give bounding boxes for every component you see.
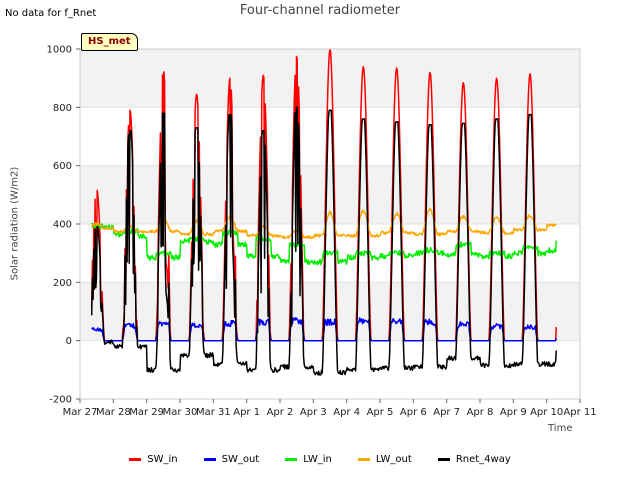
x-tick-label: Mar 30 <box>163 407 198 418</box>
y-tick-label: 400 <box>53 220 72 231</box>
x-tick-label: Apr 10 <box>530 407 563 418</box>
y-tick-label: -200 <box>49 395 72 406</box>
x-tick-label: Apr 5 <box>367 407 394 418</box>
legend-label-lw-out: LW_out <box>375 454 412 465</box>
site-tag: HS_met <box>81 33 138 51</box>
plot-band <box>80 165 580 224</box>
x-tick-label: Apr 6 <box>400 407 427 418</box>
series-line-rnet-4way <box>90 106 558 376</box>
x-tick-label: Apr 1 <box>233 407 260 418</box>
x-tick-label: Mar 29 <box>129 407 164 418</box>
series-line-lw-in <box>91 222 558 266</box>
legend-item-rnet-4way: Rnet_4way <box>437 454 511 465</box>
legend-item-sw-out: SW_out <box>203 454 260 465</box>
legend: SW_in SW_out LW_in LW_out Rnet_4way <box>0 454 640 465</box>
no-data-note: No data for f_Rnet <box>5 8 97 19</box>
legend-swatch-rnet-4way <box>437 458 450 461</box>
y-tick-label: 600 <box>53 161 72 172</box>
x-tick-label: Apr 11 <box>563 407 596 418</box>
x-tick-label: Mar 31 <box>196 407 231 418</box>
x-tick-label: Apr 3 <box>300 407 327 418</box>
x-tick-label: Mar 28 <box>96 407 131 418</box>
x-tick-label: Apr 2 <box>267 407 294 418</box>
legend-item-lw-in: LW_in <box>285 454 332 465</box>
y-tick-label: 0 <box>66 336 72 347</box>
y-tick-label: 800 <box>53 103 72 114</box>
legend-swatch-lw-in <box>285 458 298 461</box>
chart-title: Four-channel radiometer <box>239 3 401 18</box>
y-axis-label: Solar radiation (W/m2) <box>9 166 21 281</box>
x-tick-label: Apr 7 <box>433 407 460 418</box>
plot-band <box>80 282 580 341</box>
x-tick-label: Apr 8 <box>467 407 494 418</box>
legend-item-lw-out: LW_out <box>357 454 412 465</box>
y-tick-label: 200 <box>53 278 72 289</box>
series-line-lw-out <box>90 207 557 240</box>
x-axis-label: Time <box>548 423 573 434</box>
legend-label-sw-in: SW_in <box>147 454 178 465</box>
legend-item-sw-in: SW_in <box>129 454 178 465</box>
legend-swatch-sw-in <box>129 458 142 461</box>
x-tick-label: Apr 9 <box>500 407 527 418</box>
legend-label-sw-out: SW_out <box>221 454 260 465</box>
legend-label-rnet-4way: Rnet_4way <box>455 454 511 465</box>
legend-swatch-lw-out <box>357 458 370 461</box>
legend-swatch-sw-out <box>203 458 216 461</box>
y-tick-label: 1000 <box>47 45 72 56</box>
plot-band <box>80 49 580 108</box>
x-tick-label: Apr 4 <box>333 407 360 418</box>
x-tick-label: Mar 27 <box>63 407 98 418</box>
legend-label-lw-in: LW_in <box>303 454 332 465</box>
